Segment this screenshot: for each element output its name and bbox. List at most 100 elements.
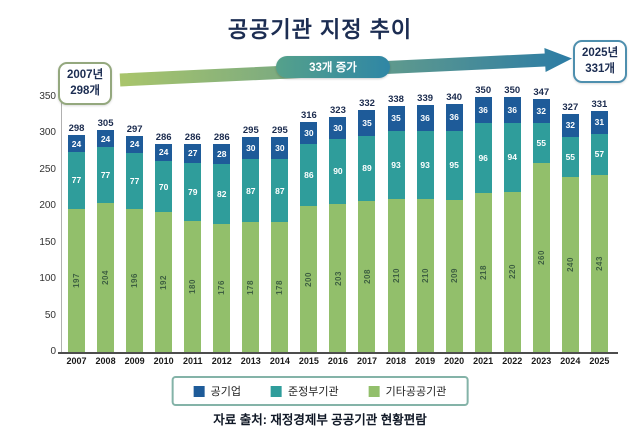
bar-value-label: 30: [246, 142, 256, 153]
bar-value-label: 77: [129, 176, 140, 187]
bar-column: 350 36 94 220: [498, 85, 527, 352]
bar-value-label: 95: [449, 160, 459, 171]
bar-column: 327 32 55 240: [556, 85, 585, 352]
legend: 공기업 준정부기관 기타공공기관: [171, 376, 469, 406]
bar-total-label: 332: [359, 98, 375, 110]
x-axis-label: 2007: [66, 356, 87, 366]
bar-column: 305 24 77 204: [91, 85, 120, 352]
bar-segment-other-public: 240: [561, 177, 579, 352]
callout-2025: 2025년 331개: [573, 40, 628, 84]
x-axis-label: 2011: [182, 356, 203, 366]
bar-segment-quasi-governmental: 55: [532, 122, 550, 163]
x-axis-label: 2017: [356, 356, 377, 366]
x-axis-label: 2020: [444, 356, 465, 366]
legend-label-other-public: 기타공공기관: [385, 386, 447, 398]
bar-segment-public-enterprise: 36: [503, 97, 521, 124]
legend-item-public-enterprise: 공기업: [193, 383, 241, 399]
bar-value-label: 178: [275, 279, 285, 295]
bar-value-label: 178: [246, 279, 256, 295]
bar-segment-quasi-governmental: 77: [126, 153, 144, 210]
bar-total-label: 339: [417, 93, 434, 105]
y-axis-label: 200: [39, 200, 56, 212]
bar-value-label: 70: [158, 181, 169, 192]
bar-value-label: 197: [72, 272, 82, 288]
y-axis-label: 0: [50, 346, 56, 357]
bar-segment-quasi-governmental: 94: [503, 123, 521, 192]
bar-total-label: 298: [68, 122, 85, 134]
bar-value-label: 35: [391, 113, 401, 124]
legend-swatch-public-enterprise: [193, 385, 205, 397]
bar-segment-quasi-governmental: 95: [445, 130, 463, 200]
bar-value-label: 243: [594, 256, 604, 271]
bar-total-label: 295: [242, 125, 259, 137]
source-note: 자료 출처: 재정경제부 공공기관 현황편람: [213, 413, 427, 427]
bar-total-label: 350: [504, 85, 521, 97]
bar-segment-public-enterprise: 36: [474, 97, 492, 124]
callout-2007-count: 298개: [70, 84, 100, 97]
bar-segment-quasi-governmental: 87: [242, 158, 260, 223]
bar-total-label: 331: [591, 98, 608, 110]
x-axis-label: 2016: [327, 356, 348, 366]
bar-segment-quasi-governmental: 93: [416, 131, 434, 199]
x-axis-label: 2009: [124, 356, 145, 366]
bar-column: 332 35 89 208: [352, 85, 381, 352]
bar-segment-quasi-governmental: 79: [184, 163, 202, 221]
bar-total-label: 297: [126, 123, 143, 135]
bar-column: 340 36 95 209: [440, 85, 469, 352]
bar-segment-quasi-governmental: 87: [271, 158, 289, 223]
x-axis-label: 2010: [153, 356, 174, 366]
bar-column: 316 30 86 200: [294, 85, 323, 352]
bar-value-label: 192: [159, 274, 169, 290]
bar-value-label: 204: [101, 270, 111, 286]
bar-segment-quasi-governmental: 90: [329, 138, 347, 205]
bar-segment-public-enterprise: 31: [590, 110, 608, 134]
bar-value-label: 94: [507, 152, 517, 163]
bar-value-label: 36: [449, 112, 459, 123]
legend-item-quasi-governmental: 준정부기관: [271, 383, 339, 399]
bar-value-label: 96: [478, 153, 488, 164]
bar-segment-other-public: 178: [242, 222, 260, 352]
x-axis-label: 2021: [473, 356, 494, 366]
bar-value-label: 77: [71, 175, 82, 186]
bar-value-label: 24: [71, 138, 82, 149]
callout-2007: 2007년 298개: [58, 62, 113, 106]
bar-value-label: 93: [391, 160, 401, 171]
plot-area: 298 24 77 197 305 24 77 204 297 24 77 196 286 24 70 192…: [62, 85, 614, 352]
bar-value-label: 209: [449, 268, 459, 284]
bar-segment-other-public: 243: [590, 175, 608, 352]
bar-value-label: 36: [420, 113, 430, 124]
bar-value-label: 218: [478, 265, 488, 281]
bar-column: 323 30 90 203: [323, 85, 352, 352]
bar-column: 339 36 93 210: [411, 85, 440, 352]
bar-value-label: 24: [158, 147, 169, 158]
bar-value-label: 32: [536, 105, 546, 116]
bar-segment-other-public: 197: [68, 208, 86, 352]
bar-segment-public-enterprise: 32: [561, 113, 579, 138]
bar-value-label: 30: [333, 122, 343, 133]
bar-segment-quasi-governmental: 96: [474, 123, 492, 194]
bar-segment-public-enterprise: 35: [358, 110, 376, 136]
bar-value-label: 220: [507, 264, 517, 280]
bar-value-label: 30: [304, 127, 314, 138]
bar-value-label: 36: [478, 105, 488, 116]
bar-value-label: 55: [536, 137, 546, 148]
bar-segment-public-enterprise: 28: [213, 143, 231, 165]
callout-2025-year: 2025년: [582, 47, 619, 59]
bar-segment-other-public: 180: [184, 220, 202, 352]
bar-segment-other-public: 204: [97, 203, 115, 352]
callout-2025-count: 331개: [585, 62, 615, 75]
bar-segment-public-enterprise: 36: [416, 105, 434, 132]
bar-value-label: 176: [217, 280, 227, 296]
y-axis-label: 50: [44, 309, 56, 321]
bar-value-label: 31: [594, 117, 605, 128]
bar-total-label: 286: [155, 131, 172, 143]
bar-value-label: 90: [333, 166, 343, 177]
bar-column: 338 35 93 210: [382, 85, 411, 352]
bar-segment-other-public: 192: [155, 212, 173, 352]
y-axis-label: 100: [39, 273, 56, 285]
bar-column: 331 31 57 243: [585, 85, 614, 352]
bar-segment-quasi-governmental: 77: [68, 152, 86, 209]
y-axis-label: 150: [39, 236, 56, 248]
bar-segment-other-public: 220: [503, 191, 521, 352]
